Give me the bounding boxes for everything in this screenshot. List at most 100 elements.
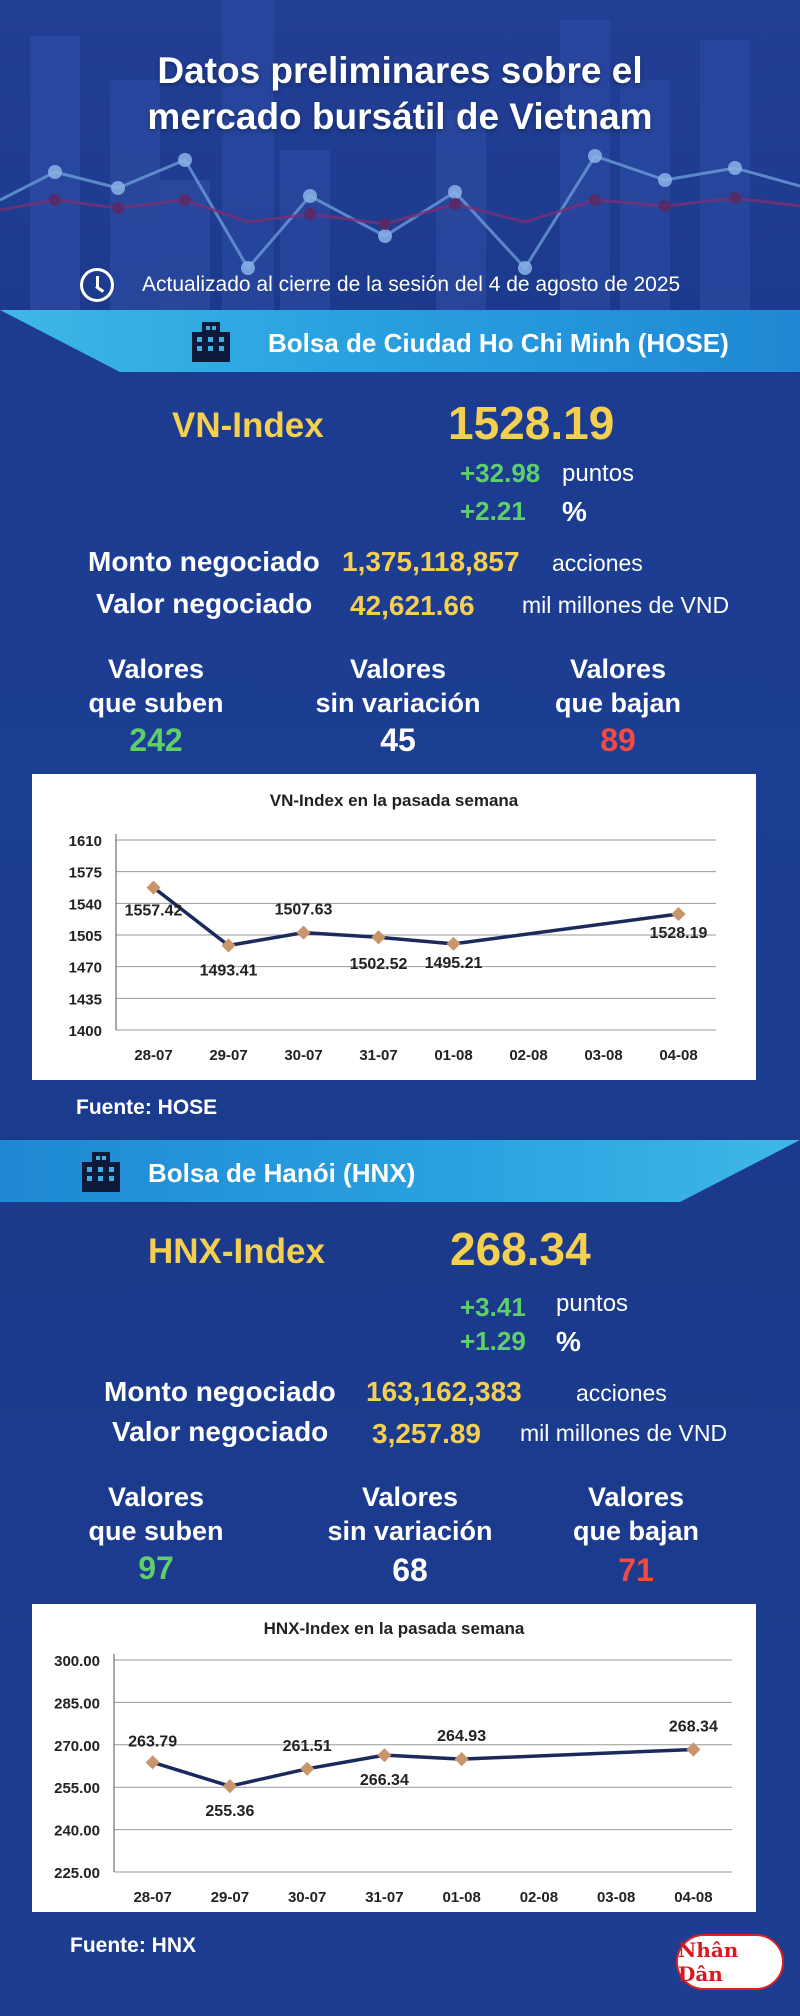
hose-index-value: 1528.19 [448,397,615,449]
hnx-volume-value: 163,162,383 [366,1376,522,1407]
hose-volume-value: 1,375,118,857 [342,546,520,577]
x-tick-label: 28-07 [134,1047,172,1064]
x-tick-label: 29-07 [209,1047,247,1064]
hnx-chart-panel: HNX-Index en la pasada semana 300.00 285.0… [32,1604,756,1912]
hnx-pct-unit: % [556,1326,581,1357]
hose-down-label: Valores que bajan [518,652,718,720]
data-point [377,1748,392,1763]
data-label: 1507.63 [275,902,333,919]
y-tick-label: 270.00 [54,1738,100,1755]
hose-down-label-line2: que bajan [554,688,682,718]
hnx-points-unit: puntos [556,1290,629,1317]
hnx-volume-unit: acciones [576,1380,667,1406]
hnx-index-name: HNX-Index [148,1232,325,1271]
header-background-graphic [0,0,800,310]
hose-same-label-line1: Valores [349,654,447,684]
x-tick-label: 03-08 [597,1889,635,1906]
hnx-same-count: 68 [392,1552,428,1588]
x-tick-label: 31-07 [365,1889,403,1906]
y-tick-label: 1505 [69,928,102,945]
data-label: 264.93 [437,1728,486,1745]
nhan-dan-logo[interactable]: Nhân Dân [676,1934,784,1990]
clock-icon [80,268,114,302]
y-tick-label: 300.00 [54,1653,100,1670]
data-label: 1528.19 [650,925,708,942]
hnx-value-label: Valor negociado [112,1416,329,1447]
y-tick-label: 225.00 [54,1865,100,1882]
data-point [222,1779,237,1794]
hnx-value-value: 3,257.89 [372,1418,481,1449]
x-tick-label: 31-07 [359,1047,397,1064]
building-icon [192,322,230,362]
hose-up-label: Valores que suben [56,652,256,720]
x-tick-label: 04-08 [659,1047,697,1064]
hnx-up-label-line1: Valores [107,1482,205,1512]
chart-title: VN-Index en la pasada semana [270,791,519,810]
hnx-index-chart: HNX-Index en la pasada semana 300.00 285.0… [54,1619,732,1906]
y-tick-label: 1435 [69,991,102,1008]
hnx-down-label: Valores que bajan [536,1480,736,1548]
hose-down-count: 89 [600,722,636,758]
x-tick-label: 01-08 [442,1889,480,1906]
hnx-down-label-line1: Valores [587,1482,685,1512]
x-tick-label: 30-07 [284,1047,322,1064]
vn-index-chart: VN-Index en la pasada semana 1610 1575 1540… [69,791,716,1064]
page-title: Datos preliminares sobre el mercado burs… [0,48,800,140]
hnx-index-value: 268.34 [450,1223,591,1275]
hose-value-unit: mil millones de VND [522,592,730,618]
hose-index-name: VN-Index [172,406,324,445]
data-point [146,880,161,895]
hose-up-label-line1: Valores [107,654,205,684]
hnx-section-band [0,1140,800,1202]
hose-change-pct: +2.21 [460,496,526,526]
y-tick-label: 1575 [69,865,102,882]
updated-row: Actualizado al cierre de la sesión del 4… [80,268,760,302]
y-tick-label: 255.00 [54,1780,100,1797]
y-tick-label: 1540 [69,896,102,913]
hose-down-label-line1: Valores [569,654,667,684]
updated-text: Actualizado al cierre de la sesión del 4… [142,273,681,296]
hose-change-points: +32.98 [460,458,541,488]
data-point [221,938,236,953]
logo-text: Nhân Dân [678,1938,739,1986]
hose-volume-unit: acciones [552,550,643,576]
hnx-change-pct: +1.29 [460,1326,526,1356]
hose-value-value: 42,621.66 [350,590,475,621]
hnx-down-count: 71 [618,1552,654,1588]
hose-points-unit: puntos [562,460,635,487]
x-tick-label: 30-07 [288,1889,326,1906]
data-point [671,906,686,922]
building-icon [82,1152,120,1192]
title-line-2: mercado bursátil de Vietnam [147,96,653,137]
x-tick-label: 03-08 [584,1047,622,1064]
data-point [296,925,311,940]
hose-same-label-line2: sin variación [315,688,481,718]
hnx-up-count: 97 [138,1550,174,1586]
data-label: 255.36 [205,1803,254,1820]
y-tick-label: 1400 [69,1023,102,1040]
series-line [152,886,679,948]
x-tick-label: 02-08 [520,1889,558,1906]
hnx-source: Fuente: HNX [70,1934,196,1957]
hnx-up-label: Valores que suben [56,1480,256,1548]
hnx-value-unit: mil millones de VND [520,1420,728,1446]
data-label: 1502.52 [350,956,408,973]
x-tick-label: 29-07 [211,1889,249,1906]
data-label: 266.34 [360,1772,409,1789]
hnx-section-title: Bolsa de Hanói (HNX) [148,1158,416,1188]
header: Datos preliminares sobre el mercado burs… [0,0,800,310]
data-point [145,1755,160,1770]
data-point [371,930,386,945]
y-tick-label: 1610 [69,833,102,850]
hose-section-band [0,310,800,372]
chart-title: HNX-Index en la pasada semana [264,1619,525,1638]
hose-volume-label: Monto negociado [88,546,320,577]
title-line-1: Datos preliminares sobre el [157,50,643,91]
hose-section-title: Bolsa de Ciudad Ho Chi Minh (HOSE) [268,328,729,358]
hose-same-count: 45 [380,722,416,758]
data-label: 268.34 [669,1718,718,1735]
hnx-same-label-line1: Valores [361,1482,459,1512]
hnx-same-label: Valores sin variación [300,1480,520,1548]
x-tick-label: 01-08 [434,1047,472,1064]
